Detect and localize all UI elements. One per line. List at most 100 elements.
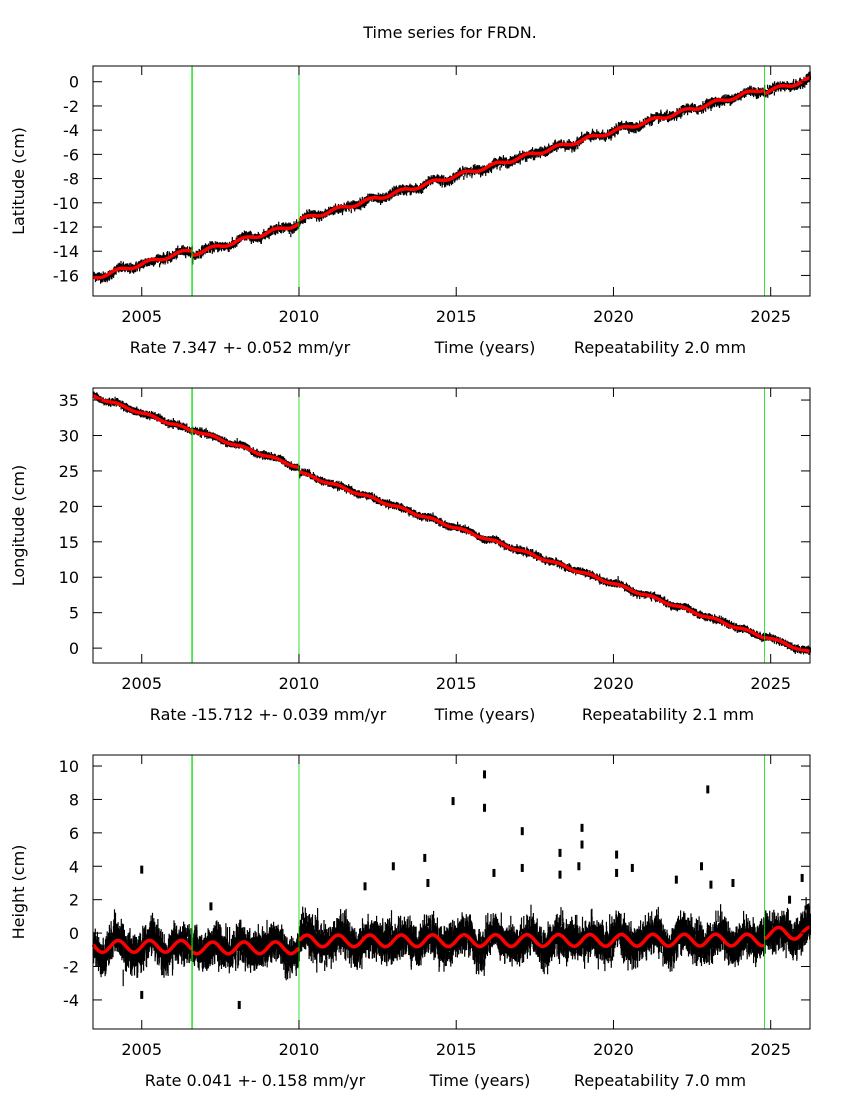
data-point bbox=[260, 239, 262, 244]
data-point bbox=[245, 231, 247, 235]
data-point bbox=[530, 149, 532, 154]
data-point bbox=[422, 189, 424, 193]
data-point bbox=[575, 145, 577, 150]
data-point bbox=[119, 264, 121, 269]
data-point bbox=[701, 109, 703, 114]
data-point bbox=[175, 248, 177, 253]
data-point bbox=[211, 249, 213, 254]
data-point bbox=[728, 94, 730, 99]
data-point bbox=[524, 157, 527, 162]
data-point bbox=[157, 253, 159, 258]
data-point bbox=[509, 156, 511, 161]
data-point bbox=[318, 217, 320, 222]
data-point bbox=[348, 207, 350, 212]
data-point bbox=[687, 104, 689, 109]
data-point bbox=[324, 208, 326, 213]
data-point bbox=[186, 423, 188, 428]
data-point bbox=[154, 412, 156, 416]
data-point bbox=[156, 254, 158, 259]
data-point bbox=[532, 156, 534, 161]
data-point bbox=[287, 223, 289, 228]
data-point bbox=[293, 221, 295, 226]
data-point bbox=[227, 247, 229, 252]
data-point bbox=[182, 251, 184, 256]
data-point bbox=[425, 184, 427, 189]
data-point bbox=[208, 248, 210, 253]
data-point bbox=[262, 451, 264, 455]
data-point bbox=[225, 438, 227, 443]
data-point bbox=[648, 121, 650, 125]
data-point bbox=[769, 91, 771, 96]
rate-label: Rate 7.347 +- 0.052 mm/yr bbox=[130, 338, 351, 357]
data-point bbox=[406, 191, 408, 196]
data-point bbox=[101, 278, 103, 283]
data-point bbox=[687, 111, 689, 116]
data-point bbox=[589, 137, 591, 141]
data-point bbox=[161, 416, 163, 421]
data-point bbox=[288, 230, 290, 234]
data-point bbox=[177, 245, 179, 250]
data-point bbox=[427, 176, 429, 181]
data-point bbox=[313, 210, 315, 215]
data-point bbox=[151, 260, 154, 265]
data-point bbox=[591, 131, 593, 136]
data-point bbox=[213, 248, 215, 253]
data-point bbox=[365, 201, 367, 206]
data-point bbox=[499, 156, 501, 161]
data-point bbox=[793, 78, 795, 83]
data-point bbox=[160, 260, 162, 265]
data-point bbox=[804, 83, 806, 88]
data-point bbox=[203, 429, 206, 434]
data-point bbox=[389, 196, 391, 201]
data-point bbox=[239, 234, 241, 239]
data-point bbox=[409, 191, 411, 196]
data-point bbox=[726, 94, 728, 99]
data-point bbox=[131, 264, 133, 269]
data-point bbox=[110, 403, 112, 408]
data-point bbox=[490, 166, 492, 171]
data-point bbox=[457, 169, 459, 174]
data-point bbox=[463, 175, 465, 180]
y-tick-label: -16 bbox=[53, 266, 79, 285]
data-point bbox=[519, 150, 521, 155]
data-point bbox=[276, 224, 278, 228]
data-point bbox=[176, 254, 178, 259]
data-point bbox=[277, 229, 279, 234]
x-axis-label: Time (years) bbox=[434, 338, 536, 357]
data-point bbox=[391, 187, 393, 192]
data-point bbox=[207, 430, 209, 434]
data-point bbox=[568, 139, 570, 144]
data-point bbox=[132, 407, 134, 412]
data-point bbox=[591, 128, 594, 133]
data-point bbox=[718, 100, 720, 105]
data-point bbox=[250, 231, 252, 236]
data-point bbox=[254, 453, 256, 458]
data-point bbox=[190, 253, 192, 258]
y-tick-label: -2 bbox=[63, 97, 79, 116]
data-point bbox=[638, 128, 640, 132]
data-point bbox=[473, 167, 475, 172]
data-point bbox=[148, 262, 150, 267]
data-point bbox=[482, 171, 484, 176]
data-point bbox=[740, 96, 742, 101]
data-point bbox=[122, 401, 124, 406]
data-point bbox=[267, 232, 269, 237]
data-point bbox=[469, 172, 471, 177]
data-point bbox=[724, 94, 726, 99]
data-point bbox=[800, 85, 802, 90]
data-point bbox=[304, 219, 307, 223]
data-point bbox=[243, 441, 245, 446]
data-point bbox=[205, 427, 207, 432]
data-point bbox=[448, 182, 451, 187]
data-point bbox=[514, 154, 516, 159]
data-point bbox=[102, 278, 104, 283]
data-point bbox=[262, 455, 264, 460]
data-point bbox=[609, 134, 611, 139]
data-point bbox=[711, 97, 713, 101]
data-point bbox=[202, 252, 204, 257]
data-point bbox=[160, 415, 162, 420]
data-point bbox=[278, 221, 280, 226]
data-point bbox=[526, 158, 528, 162]
data-point bbox=[505, 163, 507, 168]
data-point bbox=[806, 80, 808, 85]
